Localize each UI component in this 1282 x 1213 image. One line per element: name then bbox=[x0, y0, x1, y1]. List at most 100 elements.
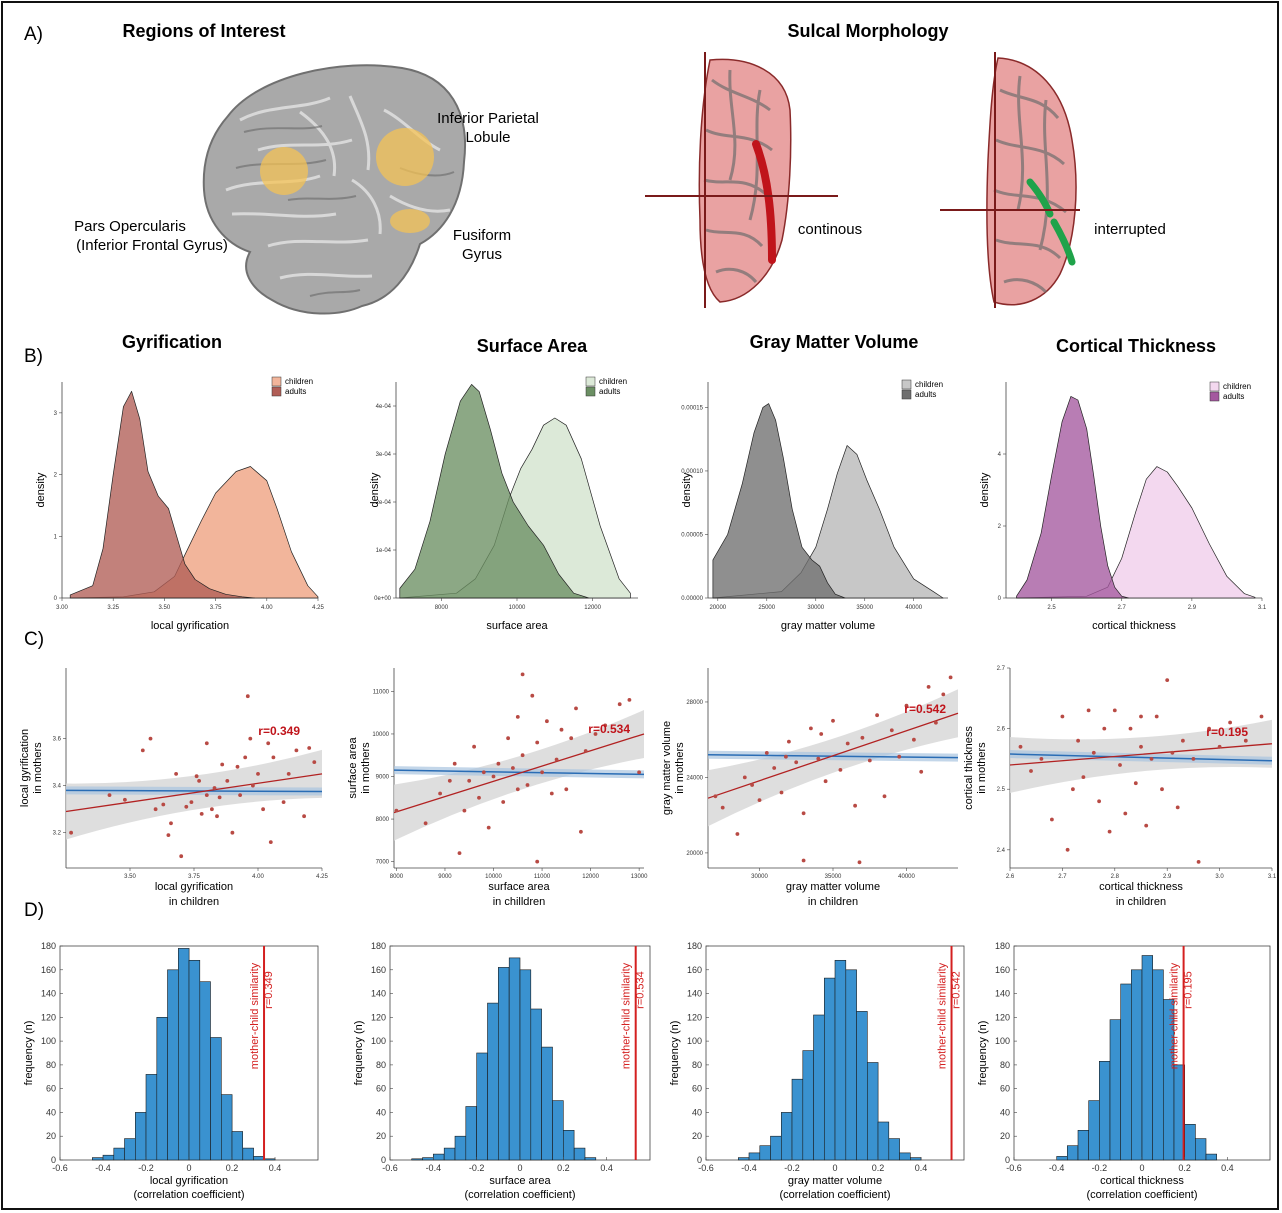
legend-swatch-adults bbox=[901, 389, 912, 400]
data-point bbox=[535, 859, 540, 864]
data-point bbox=[1060, 714, 1065, 719]
data-point bbox=[1065, 847, 1070, 852]
y-tick-label: 120 bbox=[995, 1012, 1010, 1022]
y-axis-label-line2: in mothers bbox=[32, 742, 44, 794]
density-area-adults bbox=[1016, 396, 1130, 599]
data-point bbox=[515, 787, 520, 792]
y-tick-label: 80 bbox=[1000, 1060, 1010, 1070]
legend-swatch-adults bbox=[585, 386, 596, 397]
data-point bbox=[579, 829, 583, 834]
y-tick-label: 160 bbox=[41, 965, 56, 975]
histogram-cortical-thickness: mother-child similarity r=0.195 -0.6 -0.4 -0… bbox=[977, 941, 1271, 1201]
histogram-bar bbox=[802, 1050, 814, 1161]
data-point bbox=[230, 830, 235, 835]
data-point bbox=[1107, 829, 1112, 834]
histogram-bar bbox=[1109, 1019, 1121, 1161]
sulcal-slice-continuous bbox=[645, 52, 838, 308]
x-axis-label-line2: in chilldren bbox=[493, 896, 546, 908]
y-tick-label: 160 bbox=[687, 965, 702, 975]
data-point bbox=[520, 753, 525, 758]
legend-swatch-children bbox=[1209, 381, 1220, 392]
legend-label-children: children bbox=[915, 380, 943, 389]
y-axis-label: frequency (n) bbox=[977, 1021, 989, 1086]
sulcal-label-interrupted: interrupted bbox=[1094, 221, 1166, 238]
data-point bbox=[787, 739, 791, 744]
y-tick-label: 2 bbox=[998, 524, 1002, 530]
x-axis-label-line1: surface area bbox=[489, 1175, 551, 1187]
data-point bbox=[179, 854, 184, 859]
adult-fit-line bbox=[1009, 753, 1273, 762]
x-tick-label: -0.4 bbox=[426, 1163, 442, 1173]
y-tick-label: 8000 bbox=[376, 817, 390, 823]
data-point bbox=[779, 790, 784, 795]
data-point bbox=[549, 791, 554, 796]
y-tick-label: 0 bbox=[54, 596, 58, 602]
x-tick-label: 35000 bbox=[825, 874, 842, 880]
y-tick-label: 0 bbox=[998, 596, 1002, 602]
histogram-bar bbox=[156, 1016, 168, 1161]
histogram-bar bbox=[1131, 969, 1143, 1161]
y-tick-label: 80 bbox=[692, 1060, 702, 1070]
data-point bbox=[271, 755, 276, 760]
data-point bbox=[423, 821, 428, 826]
x-tick-label: 30000 bbox=[807, 605, 824, 611]
legend-swatch-children bbox=[585, 376, 596, 387]
data-point bbox=[174, 772, 179, 776]
data-point bbox=[1144, 823, 1149, 828]
data-point bbox=[69, 830, 73, 835]
histogram-bar bbox=[465, 1106, 477, 1161]
histogram-bar bbox=[737, 1157, 750, 1161]
y-tick-label: 20 bbox=[46, 1131, 56, 1141]
y-tick-label: 120 bbox=[687, 1012, 702, 1022]
x-tick-label: 3.75 bbox=[210, 605, 222, 611]
data-point bbox=[107, 793, 112, 797]
y-tick-label: 40 bbox=[692, 1107, 702, 1117]
histogram-bar bbox=[1120, 983, 1132, 1161]
chart-title: Gray Matter Volume bbox=[750, 332, 919, 352]
x-axis-label-line2: (correlation coefficient) bbox=[779, 1189, 890, 1201]
x-tick-label: 3.75 bbox=[188, 874, 200, 880]
data-point bbox=[1039, 757, 1044, 761]
y-tick-label: 4e-04 bbox=[376, 404, 392, 410]
data-point bbox=[312, 760, 317, 764]
data-point bbox=[554, 757, 559, 762]
data-point bbox=[472, 744, 476, 749]
histogram-bar bbox=[748, 1152, 761, 1161]
y-tick-label: 100 bbox=[41, 1036, 56, 1046]
x-tick-label: 0 bbox=[1139, 1163, 1144, 1173]
y-tick-label: 3 bbox=[54, 411, 58, 417]
data-point bbox=[197, 779, 202, 783]
histogram-bar bbox=[145, 1074, 158, 1161]
legend-label-children: children bbox=[599, 377, 627, 386]
histogram-bar bbox=[888, 1138, 900, 1161]
roi-inferior-parietal-marker bbox=[376, 128, 434, 186]
data-point bbox=[1175, 805, 1180, 810]
histogram-bar bbox=[562, 1130, 575, 1161]
data-point bbox=[307, 746, 312, 750]
x-axis-label: surface area bbox=[486, 620, 548, 632]
data-point bbox=[860, 735, 865, 740]
x-axis-label-line2: (correlation coefficient) bbox=[464, 1189, 575, 1201]
data-point bbox=[764, 751, 769, 755]
x-tick-label: 35000 bbox=[856, 605, 873, 611]
y-tick-label: 40 bbox=[376, 1107, 386, 1117]
density-plot-cortical-thickness: Cortical Thickness 2.5 2.7 2.9 3.1 0 2 4 cortica… bbox=[979, 336, 1267, 632]
histogram-bar bbox=[135, 1112, 147, 1161]
y-axis-label-line1: surface area bbox=[347, 737, 359, 799]
y-tick-label: 0 bbox=[51, 1155, 56, 1165]
child-fit-line bbox=[1009, 743, 1273, 766]
x-axis-label-line1: gray matter volume bbox=[786, 881, 880, 893]
legend-label-children: children bbox=[285, 377, 313, 386]
x-tick-label: 10000 bbox=[485, 874, 502, 880]
x-tick-label: -0.6 bbox=[52, 1163, 68, 1173]
y-tick-label: 11000 bbox=[373, 689, 390, 695]
data-point bbox=[210, 807, 214, 812]
histogram-bar bbox=[780, 1112, 793, 1161]
data-point bbox=[823, 779, 828, 784]
scatter-plot-gyrification: r=0.349 3.50 3.75 4.00 4.25 3.2 3.4 3.6 local gy… bbox=[19, 668, 328, 908]
sulcal-slice-interrupted bbox=[940, 52, 1080, 308]
y-tick-label: 1e-04 bbox=[376, 548, 392, 554]
correlation-label: r=0.349 bbox=[258, 724, 300, 738]
histogram-bar bbox=[1088, 1100, 1100, 1161]
histogram-bar bbox=[770, 1135, 782, 1161]
